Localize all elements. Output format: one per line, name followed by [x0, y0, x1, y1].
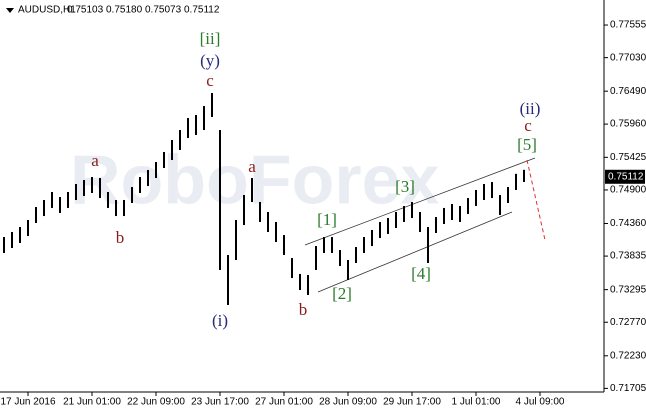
y-tick-label: 0.74900	[610, 185, 646, 196]
wave-label: c	[206, 71, 214, 90]
header-low: 0.75073	[145, 5, 182, 16]
y-tick-label: 0.72770	[610, 317, 646, 328]
y-tick-label: 0.75425	[610, 152, 646, 163]
last-price-label: 0.75112	[608, 171, 644, 182]
wave-label: b	[299, 300, 308, 319]
y-tick-label: 0.74360	[610, 218, 646, 229]
wave-label: [2]	[332, 284, 352, 303]
header-high: 0.75180	[106, 5, 143, 16]
wave-label: [ii]	[200, 29, 221, 48]
header-open: 0.75103	[67, 5, 104, 16]
y-tick-label: 0.75960	[610, 119, 646, 130]
wave-label: [5]	[517, 135, 537, 154]
x-tick-label: 1 Jul 01:00	[452, 397, 501, 408]
symbol: AUDUSD,H1	[18, 5, 76, 16]
x-tick-label: 28 Jun 09:00	[319, 397, 377, 408]
wave-label: (ii)	[520, 99, 541, 118]
y-tick-label: 0.77030	[610, 52, 646, 63]
y-tick-label: 0.72230	[610, 350, 646, 361]
wave-label: [4]	[411, 264, 431, 283]
projection	[526, 159, 546, 241]
y-tick-label: 0.73835	[610, 251, 646, 262]
y-tick-label: 0.73295	[610, 284, 646, 295]
x-tick-label: 27 Jun 01:00	[255, 397, 313, 408]
x-tick-label: 21 Jun 01:00	[63, 397, 121, 408]
wave-label: c	[524, 116, 532, 135]
x-tick-label: 4 Jul 09:00	[516, 397, 565, 408]
wave-label: b	[116, 228, 125, 247]
menu-arrow[interactable]	[6, 8, 14, 13]
x-tick-label: 22 Jun 09:00	[127, 397, 185, 408]
wave-label: [3]	[395, 177, 415, 196]
x-tick-label: 23 Jun 17:00	[191, 397, 249, 408]
last-price-box	[605, 169, 645, 184]
x-tick-label: 29 Jun 17:00	[383, 397, 441, 408]
y-tick-label: 0.71705	[610, 383, 646, 394]
y-tick-label: 0.77555	[610, 20, 646, 31]
watermark: RoboForex	[70, 140, 440, 218]
wave-label: a	[91, 151, 99, 170]
wave-label: (y)	[200, 51, 220, 70]
wave-label: (i)	[212, 311, 228, 330]
wave-label: a	[248, 157, 256, 176]
header-close: 0.75112	[184, 5, 220, 16]
channel-lower	[317, 211, 513, 293]
wave-label: [1]	[317, 210, 337, 229]
x-tick-label: 17 Jun 2016	[0, 397, 55, 408]
y-tick-label: 0.76490	[610, 86, 646, 97]
channel-upper	[304, 157, 536, 246]
